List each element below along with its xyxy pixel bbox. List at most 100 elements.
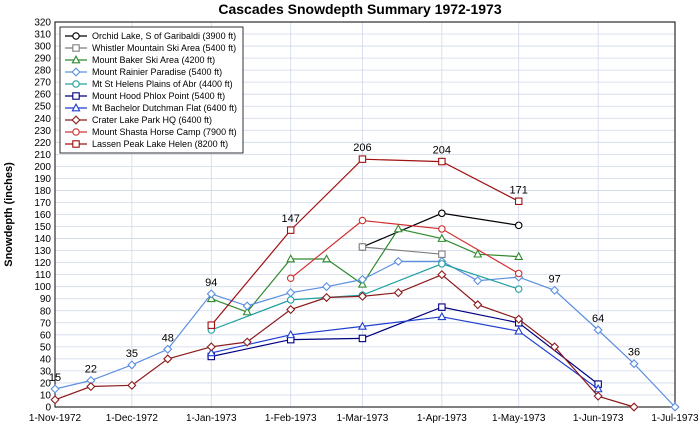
legend-swatch-marker [71,55,81,64]
y-tick-label: 40 [40,354,52,365]
data-point [127,380,137,390]
y-tick-label: 280 [34,66,51,77]
data-label: 204 [433,145,451,157]
y-tick-label: 60 [40,330,52,341]
data-point [322,254,332,263]
data-point [393,288,403,298]
legend-label: Mount Hood Phlox Point (5400 ft) [92,91,225,101]
y-tick-label: 190 [34,174,51,185]
series-line [211,306,599,385]
data-point [393,256,403,266]
data-point [550,342,560,352]
x-tick-label: 1-Nov-1972 [29,413,82,424]
y-tick-label: 270 [34,78,51,89]
legend-entry: Whistler Mountain Ski Area (5400 ft) [65,43,236,53]
y-tick-label: 230 [34,126,51,137]
y-tick-label: 10 [40,390,52,401]
y-tick-label: 30 [40,366,52,377]
legend-box [59,26,244,154]
legend-entry: Crater Lake Park HQ (6400 ft) [65,115,212,125]
data-point [393,223,403,233]
legend-swatch-marker [72,80,80,88]
data-point [514,251,524,260]
data-label: 94 [205,277,217,289]
data-point [550,285,560,295]
y-tick-label: 20 [40,378,52,389]
data-point [357,321,367,330]
data-point [438,225,446,233]
series-7 [50,270,639,412]
data-point [473,300,483,310]
data-point [670,402,680,412]
data-labels: 15 22 35 48 94 147 206 204 171 97 64 36 [49,142,640,384]
y-tick-label: 110 [35,270,51,281]
y-tick-label: 140 [34,234,51,245]
data-point [86,381,96,392]
data-point [358,243,367,251]
y-tick-label: 170 [34,198,51,209]
data-point [321,282,332,292]
y-tick-label: 300 [34,42,51,53]
y-axis-label: Snowdepth (inches) [3,162,15,267]
data-point [321,292,332,303]
data-point [206,342,216,352]
x-tick-label: 1-Jun-1973 [573,413,624,424]
y-tick-label: 210 [34,150,51,161]
legend-entry: Orchid Lake, S of Garibaldi (3900 ft) [65,31,236,41]
data-point [50,384,60,394]
y-tick-label: 160 [34,210,51,221]
legend-swatch-marker [72,128,80,136]
data-point [286,254,296,263]
y-tick-label: 100 [34,282,51,293]
data-label: 97 [548,273,560,285]
data-point [50,395,60,405]
legend-label: Mt St Helens Plains of Abr (4400 ft) [92,79,233,89]
y-tick-label: 120 [34,258,51,269]
data-point [514,197,523,206]
x-tick-label: 1-Feb-1973 [265,413,317,424]
y-tick-label: 260 [34,90,51,101]
data-label: 35 [126,348,138,360]
data-point [438,157,446,166]
series-8 [286,216,523,283]
data-point [127,360,137,370]
data-point [437,270,447,280]
data-point [593,325,603,335]
legend-entry: Mount Hood Phlox Point (5400 ft) [65,91,225,101]
data-point [286,226,295,234]
data-point [514,221,523,230]
data-label: 36 [628,347,640,359]
series-9 [207,155,523,329]
y-axis-ticks: 0 102030405060708090100110120130140150160… [34,18,51,414]
data-label: 15 [49,372,61,384]
legend-label: Lassen Peak Lake Helen (8200 ft) [92,139,228,149]
y-tick-label: 90 [40,294,52,305]
legend-swatch-marker [71,115,81,125]
series-2 [206,223,524,316]
data-label: 22 [85,364,97,376]
data-point [514,314,524,324]
y-tick-label: 80 [40,306,52,317]
legend-entry: Mount Rainier Paradise (5400 ft) [65,67,222,77]
x-tick-label: 1-Mar-1973 [337,413,389,424]
data-label: 171 [510,184,528,196]
data-point [358,216,367,225]
legend-swatch-marker [72,140,80,148]
y-tick-label: 220 [34,138,51,149]
y-tick-label: 290 [34,54,51,65]
data-point [514,285,523,293]
x-tick-label: 1-Dec-1972 [106,413,159,424]
data-point [358,155,367,163]
legend-entry: Lassen Peak Lake Helen (8200 ft) [65,139,228,149]
legend-label: Mt Bachelor Dutchman Flat (6400 ft) [92,103,237,113]
series-line [362,246,442,255]
x-tick-label: 1-Jul-1973 [651,413,699,424]
legend-label: Mount Shasta Horse Camp (7900 ft) [92,127,237,137]
legend-label: Whistler Mountain Ski Area (5400 ft) [92,43,236,53]
y-tick-label: 310 [34,30,51,41]
y-tick-label: 50 [40,342,52,353]
y-tick-label: 130 [34,246,51,257]
legend-label: Mount Rainier Paradise (5400 ft) [92,67,222,77]
series-lines [50,155,680,412]
